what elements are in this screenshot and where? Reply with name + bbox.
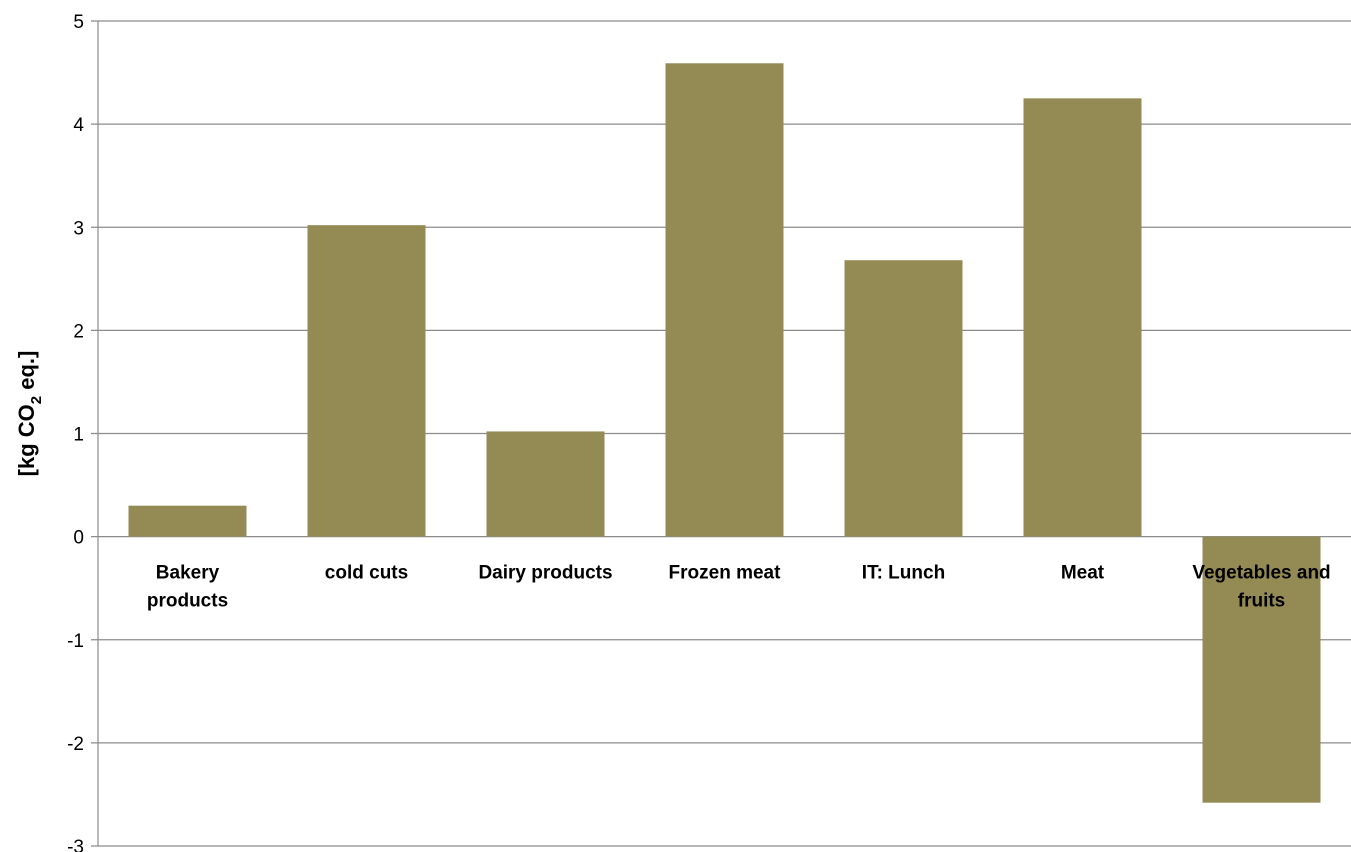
category-label: Meat [1061,563,1105,584]
category-labels: Bakery products cold cuts Dairy products Fro… [147,563,1331,612]
y-axis-label-prefix: [kg CO [14,404,39,476]
category-label: Vegetables and fruits [1192,563,1330,612]
bar [1023,98,1142,537]
bar [1202,536,1321,803]
y-tick-label: -2 [67,734,84,755]
y-axis-label-subscript: 2 [28,396,45,404]
y-tick-label: 3 [73,218,84,239]
category-label-line: Meat [1061,563,1105,584]
bar [307,225,426,537]
bar [128,505,247,537]
y-axis-label-suffix: eq.] [14,351,39,396]
category-label: Bakery products [147,563,228,612]
category-label: cold cuts [325,563,408,584]
category-label-line: Bakery [156,563,220,584]
category-label-line: products [147,591,228,612]
category-label-line: Dairy products [478,563,612,584]
bar [665,63,784,537]
category-label: Dairy products [478,563,612,584]
y-tick-labels: 5 4 3 2 1 0 -1 -2 -3 [67,12,84,852]
y-tick-label: 4 [73,115,84,136]
category-label-line: fruits [1238,591,1286,612]
category-label-line: cold cuts [325,563,408,584]
y-tick-label: -1 [67,631,84,652]
bars [128,63,1321,803]
y-tick-label: 2 [73,321,84,342]
category-label: IT: Lunch [862,563,945,584]
category-label-line: Frozen meat [669,563,782,584]
category-label: Frozen meat [669,563,782,584]
category-label-line: Vegetables and [1192,563,1330,584]
y-tick-label: 0 [73,528,84,549]
category-label-line: IT: Lunch [862,563,945,584]
y-tick-label: 1 [73,425,84,446]
y-tick-label: 5 [73,12,84,33]
y-tick-label: -3 [67,837,84,852]
bar [844,260,963,537]
y-axis-label: [kg CO2 eq.] [14,351,45,477]
bar [486,431,605,537]
